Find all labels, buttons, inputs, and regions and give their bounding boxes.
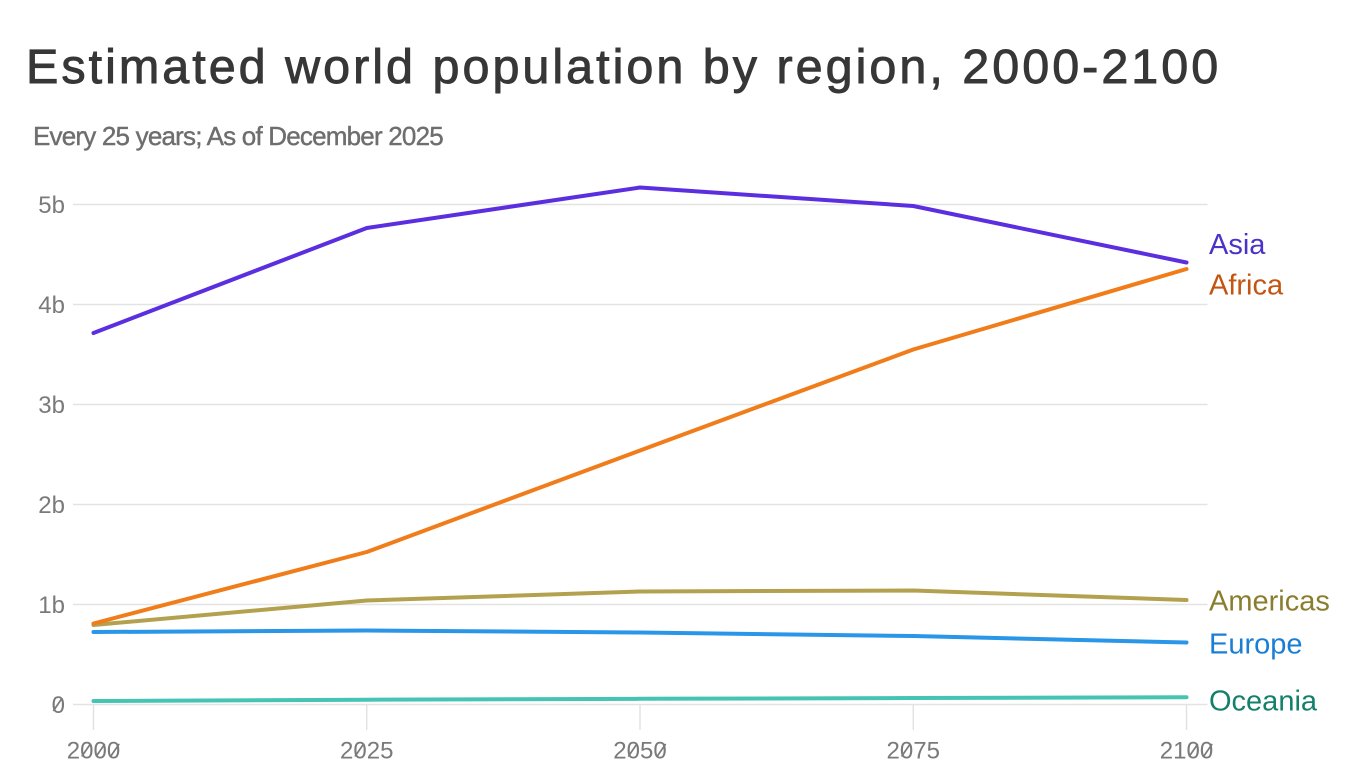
svg-text:Africa: Africa [1209, 270, 1284, 302]
svg-text:2075: 2075 [887, 738, 940, 765]
svg-text:0: 0 [52, 692, 65, 719]
svg-text:Estimated world population by: Estimated world population by region, 20… [26, 40, 1221, 94]
svg-text:Americas: Americas [1209, 586, 1330, 618]
svg-text:2025: 2025 [340, 738, 393, 765]
svg-text:Europe: Europe [1209, 629, 1303, 661]
svg-text:Every 25 years; As of December: Every 25 years; As of December 2025 [33, 121, 443, 151]
svg-text:1b: 1b [38, 592, 65, 619]
svg-text:2b: 2b [38, 492, 65, 519]
svg-text:2050: 2050 [613, 738, 666, 765]
svg-text:4b: 4b [38, 292, 65, 319]
svg-text:5b: 5b [38, 192, 65, 219]
svg-text:3b: 3b [38, 392, 65, 419]
svg-text:Oceania: Oceania [1209, 686, 1318, 718]
svg-text:2100: 2100 [1160, 738, 1213, 765]
svg-text:Asia: Asia [1209, 229, 1266, 261]
svg-text:2000: 2000 [67, 738, 120, 765]
